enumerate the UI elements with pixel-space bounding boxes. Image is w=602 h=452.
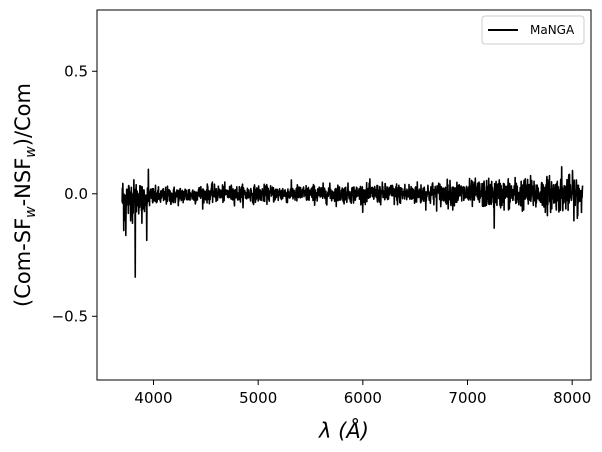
legend-label-manga: MaNGA bbox=[530, 23, 575, 37]
legend-box bbox=[481, 15, 585, 45]
x-tick-label: 5000 bbox=[239, 389, 277, 407]
y-label-part-2: -NSF bbox=[11, 158, 35, 207]
plot-area bbox=[121, 166, 584, 278]
y-label-sub-2: w bbox=[23, 146, 39, 158]
x-tick-label: 8000 bbox=[553, 389, 591, 407]
y-axis-label: (Com-SFw-NSFw)/Com bbox=[11, 83, 39, 307]
x-tick-label: 7000 bbox=[448, 389, 486, 407]
x-axis-label: λ (Å) bbox=[318, 417, 369, 443]
legend: MaNGA bbox=[481, 15, 585, 45]
x-tick-label: 4000 bbox=[134, 389, 172, 407]
x-axis-ticks: 4000 5000 6000 7000 8000 bbox=[134, 380, 591, 407]
plot-frame bbox=[96, 9, 592, 381]
y-axis-ticks: −0.5 0.0 0.5 bbox=[52, 62, 97, 325]
y-tick-label: 0.5 bbox=[64, 62, 88, 80]
x-tick-label: 6000 bbox=[344, 389, 382, 407]
y-label-sub-1: w bbox=[23, 206, 39, 218]
y-tick-label: −0.5 bbox=[52, 307, 88, 325]
series-line-manga bbox=[121, 166, 584, 278]
x-axis-unit: (Å) bbox=[338, 417, 369, 443]
y-label-part-3: )/Com bbox=[11, 83, 35, 146]
y-tick-label: 0.0 bbox=[64, 185, 88, 203]
y-label-part-1: (Com-SF bbox=[11, 218, 35, 307]
x-axis-symbol: λ bbox=[318, 419, 331, 443]
